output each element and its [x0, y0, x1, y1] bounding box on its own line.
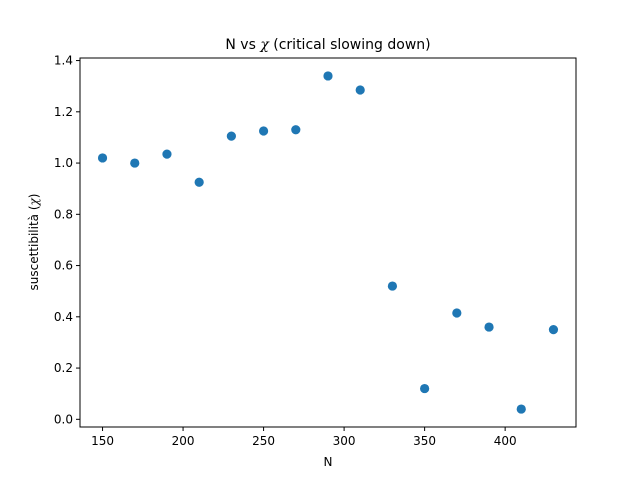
x-tick-label: 400: [494, 434, 517, 448]
y-axis: 0.0 0.2 0.4 0.6 0.8 1.0 1.2 1.4: [54, 54, 80, 426]
y-axis-label: suscettibilità (χ): [27, 194, 41, 291]
data-point: [548, 325, 559, 335]
data-point: [420, 383, 430, 394]
data-point: [291, 125, 301, 135]
data-point: [387, 281, 398, 291]
data-point: [226, 131, 236, 141]
data-point: [355, 85, 365, 95]
x-axis-label: N: [324, 455, 333, 469]
y-tick-label: 0.4: [54, 310, 73, 324]
x-tick-label: 300: [333, 434, 356, 448]
x-tick-label: 350: [413, 434, 436, 448]
y-tick-label: 1.2: [54, 105, 73, 119]
y-tick-label: 0.2: [54, 361, 73, 375]
y-tick-label: 1.4: [54, 54, 73, 68]
x-axis: 150 200 250 300 350 400: [91, 427, 517, 448]
x-tick-label: 250: [252, 434, 275, 448]
chart-title: N vs χ (critical slowing down): [225, 37, 430, 53]
data-point: [162, 149, 172, 159]
data-point: [323, 71, 333, 81]
x-tick-label: 200: [172, 434, 195, 448]
y-tick-label: 0.0: [54, 412, 73, 426]
y-tick-label: 0.8: [54, 207, 73, 221]
y-tick-label: 1.0: [54, 156, 73, 170]
data-point: [452, 308, 462, 318]
data-points: [97, 71, 559, 414]
data-point: [484, 322, 494, 332]
data-point: [194, 177, 204, 187]
x-tick-label: 150: [91, 434, 114, 448]
data-point: [130, 158, 140, 168]
data-point: [97, 153, 108, 163]
axes-frame: [79, 57, 577, 428]
ylabel-chi-symbol: χ: [27, 197, 41, 206]
data-point: [258, 126, 269, 136]
data-point: [516, 404, 526, 414]
y-tick-label: 0.6: [54, 259, 73, 273]
title-chi-symbol: χ: [259, 37, 270, 53]
